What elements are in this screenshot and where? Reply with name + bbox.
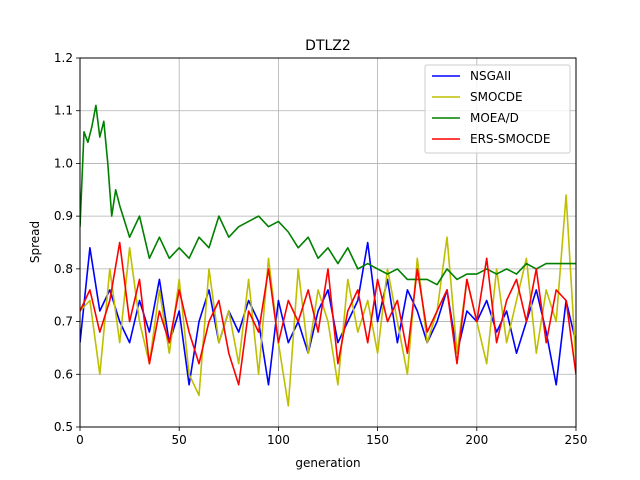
x-tick-label: 250 <box>565 433 588 447</box>
series-line-smocde <box>80 194 576 407</box>
y-tick-label: 1.0 <box>54 156 73 170</box>
x-tick-label: 150 <box>366 433 389 447</box>
legend-label-moea-d: MOEA/D <box>470 111 519 125</box>
x-tick-label: 100 <box>267 433 290 447</box>
y-axis: 0.5 0.6 0.7 0.8 0.9 1.0 1.1 1.2 <box>54 51 80 434</box>
y-tick-label: 0.8 <box>54 262 73 276</box>
y-tick-label: 1.1 <box>54 104 73 118</box>
series-layer <box>80 104 576 407</box>
legend-box <box>424 64 571 154</box>
x-axis-label: generation <box>295 456 360 470</box>
x-tick-label: 0 <box>76 433 84 447</box>
legend: NSGAII SMOCDE MOEA/D ERS-SMOCDE <box>424 64 571 154</box>
legend-label-smocde: SMOCDE <box>470 90 523 104</box>
y-tick-label: 0.6 <box>54 367 73 381</box>
series-line-nsgaii <box>80 241 576 386</box>
series-line-moea-d <box>80 104 576 286</box>
chart-title: DTLZ2 <box>305 38 351 54</box>
y-axis-label: Spread <box>28 221 42 263</box>
series-line-ers-smocde <box>80 241 576 386</box>
y-tick-label: 0.7 <box>54 315 73 329</box>
x-tick-label: 200 <box>465 433 488 447</box>
y-tick-label: 1.2 <box>54 51 73 65</box>
y-tick-label: 0.5 <box>54 420 73 434</box>
x-axis: 0 50 100 150 200 250 <box>76 427 587 447</box>
plot-frame <box>79 57 577 428</box>
y-tick-label: 0.9 <box>54 209 73 223</box>
legend-label-nsgaii: NSGAII <box>470 69 511 83</box>
legend-label-ers-smocde: ERS-SMOCDE <box>470 132 550 146</box>
x-tick-label: 50 <box>172 433 187 447</box>
